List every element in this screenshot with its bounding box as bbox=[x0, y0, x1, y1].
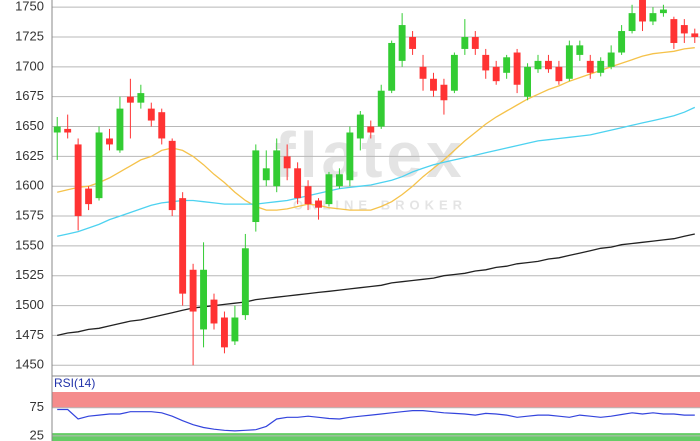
candle-body bbox=[565, 45, 573, 79]
candle-body bbox=[430, 78, 437, 91]
y-tick-label: 75 bbox=[30, 399, 44, 414]
candle-body bbox=[210, 299, 218, 324]
candle-body bbox=[294, 168, 302, 199]
candle-body bbox=[649, 13, 657, 22]
candle-body bbox=[450, 54, 458, 91]
candle-body bbox=[503, 57, 511, 73]
candle-body bbox=[241, 248, 249, 316]
candle-body bbox=[670, 19, 678, 43]
candle-body bbox=[106, 138, 113, 145]
rsi-plot bbox=[52, 392, 700, 441]
candle-body bbox=[64, 128, 72, 133]
candle-body bbox=[262, 168, 270, 181]
candle-body bbox=[252, 150, 260, 223]
candle-body bbox=[482, 54, 490, 71]
candle-body bbox=[147, 108, 155, 121]
candle-body bbox=[618, 31, 626, 53]
y-tick-label: 1700 bbox=[15, 58, 44, 73]
candle-body bbox=[388, 42, 396, 91]
rsi-line bbox=[57, 408, 695, 432]
candle-body bbox=[137, 93, 145, 103]
y-tick-label: 1575 bbox=[15, 207, 44, 222]
candle-body bbox=[168, 140, 176, 211]
y-tick-label: 1675 bbox=[15, 88, 44, 103]
candle-body bbox=[200, 269, 207, 330]
y-tick-label: 1650 bbox=[15, 118, 44, 133]
candle-body bbox=[597, 60, 605, 73]
axes: RSI(14) 1450 1475 1500 1525 1550 1575 1600 1625… bbox=[15, 0, 700, 441]
y-tick-label: 1725 bbox=[15, 28, 44, 43]
candle-body bbox=[534, 60, 542, 70]
threshold-band bbox=[52, 433, 700, 441]
candle-body bbox=[440, 84, 448, 101]
y-tick-label: 1600 bbox=[15, 178, 44, 193]
candle-body bbox=[158, 112, 166, 139]
price-plot bbox=[52, 0, 700, 366]
candle-body bbox=[545, 60, 552, 70]
candle-body bbox=[576, 45, 584, 55]
candle-body bbox=[680, 25, 688, 34]
candle-body bbox=[231, 317, 239, 342]
y-tick-label: 1550 bbox=[15, 237, 44, 252]
candle-body bbox=[513, 52, 521, 85]
y-tick-label: 1475 bbox=[15, 327, 44, 342]
candle-body bbox=[273, 150, 281, 187]
candle-body bbox=[691, 33, 699, 38]
candle-body bbox=[659, 9, 667, 14]
candle-body bbox=[116, 108, 124, 151]
candle-body bbox=[179, 198, 187, 294]
candle-body bbox=[586, 60, 594, 73]
candle-body bbox=[356, 114, 364, 139]
candle-body bbox=[555, 66, 563, 82]
candle-body bbox=[377, 90, 385, 127]
moving-average bbox=[57, 47, 695, 211]
rsi-title: RSI(14) bbox=[54, 376, 95, 390]
y-tick-label: 25 bbox=[30, 427, 44, 441]
y-tick-label: 1750 bbox=[15, 0, 44, 14]
candle-body bbox=[335, 174, 343, 187]
candle-body bbox=[53, 126, 61, 133]
candle-body bbox=[346, 132, 354, 181]
moving-average bbox=[57, 106, 696, 237]
candle-body bbox=[283, 156, 291, 169]
candle-body bbox=[524, 66, 531, 97]
candle-body bbox=[607, 52, 615, 67]
moving-average bbox=[57, 233, 695, 337]
candle-body bbox=[367, 126, 375, 133]
candle-body bbox=[492, 66, 500, 82]
threshold-band bbox=[52, 392, 700, 408]
candle-body bbox=[85, 188, 93, 205]
candle-body bbox=[126, 96, 134, 103]
candle-body bbox=[398, 25, 406, 61]
candle-body bbox=[325, 174, 333, 205]
y-tick-label: 1625 bbox=[15, 148, 44, 163]
candle-body bbox=[471, 37, 479, 49]
candle-body bbox=[95, 132, 103, 199]
y-tick-label: 1450 bbox=[15, 357, 44, 372]
candle-body bbox=[628, 13, 636, 32]
candle-body bbox=[639, 0, 646, 22]
candle-body bbox=[419, 66, 427, 79]
y-tick-label: 1525 bbox=[15, 267, 44, 282]
candle-body bbox=[189, 269, 197, 312]
candle-body bbox=[304, 186, 312, 205]
candle-body bbox=[315, 200, 322, 208]
y-tick-label: 1500 bbox=[15, 297, 44, 312]
candle-body bbox=[461, 37, 469, 49]
candle-body bbox=[74, 144, 82, 217]
candle-body bbox=[409, 37, 417, 49]
candle-body bbox=[221, 317, 228, 348]
